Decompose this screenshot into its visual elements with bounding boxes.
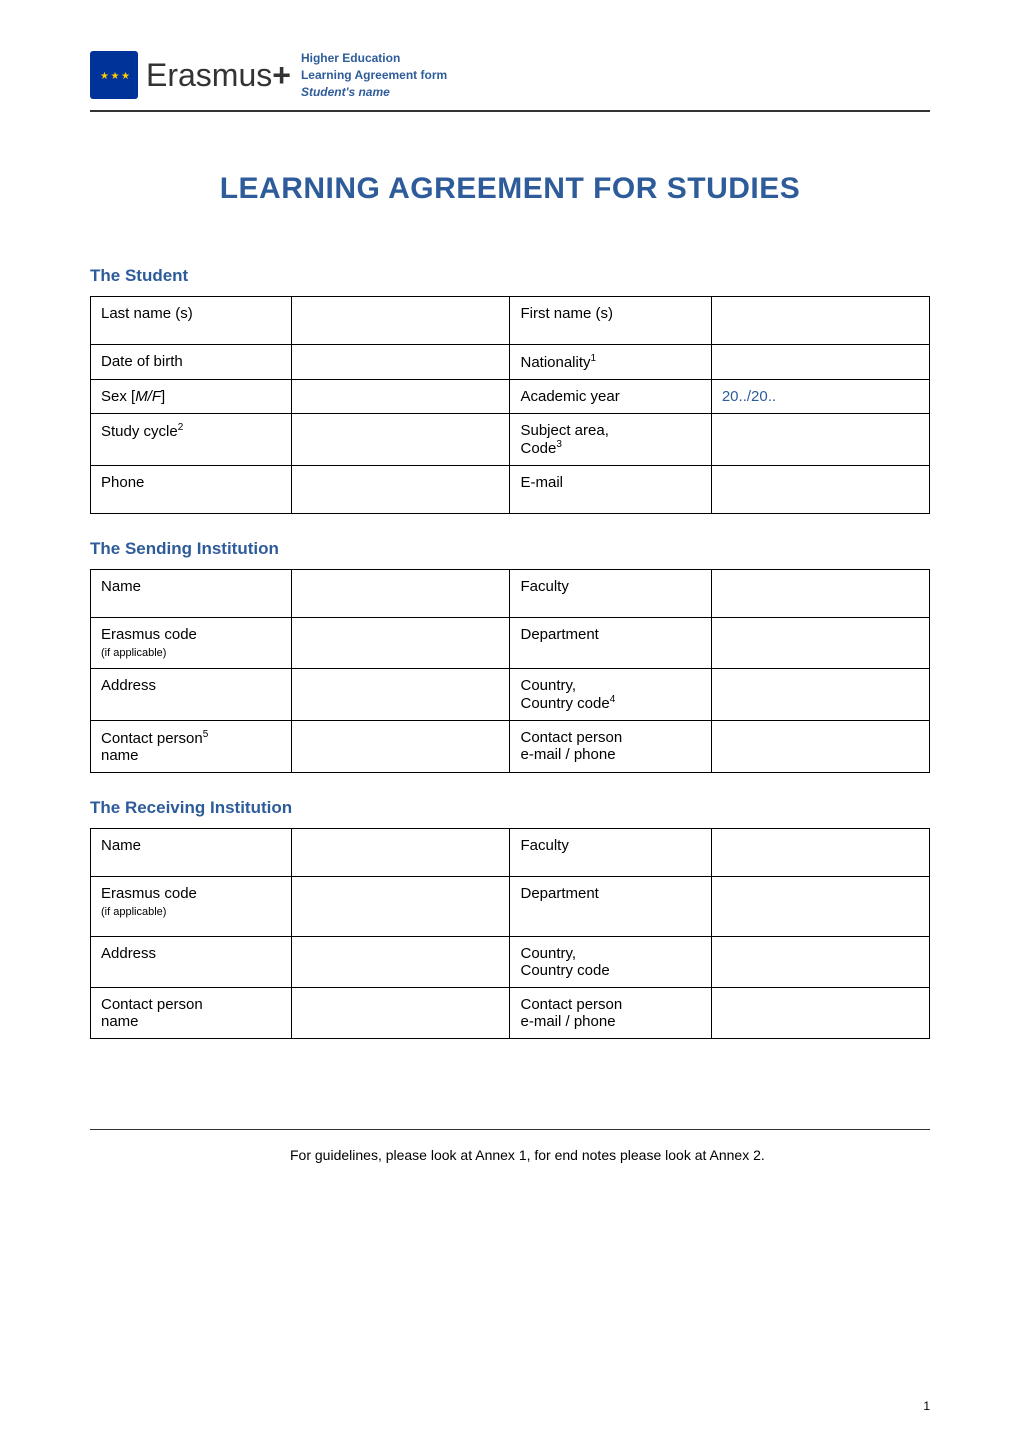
cell-value[interactable]	[292, 297, 510, 345]
cell-value[interactable]	[711, 669, 929, 721]
page-title: LEARNING AGREEMENT FOR STUDIES	[90, 172, 930, 206]
cell-value[interactable]	[292, 721, 510, 773]
cell-label: Erasmus code(if applicable)	[91, 877, 292, 937]
table-row: Erasmus code(if applicable) Department	[91, 618, 930, 669]
cell-value[interactable]	[711, 297, 929, 345]
document-header: ⋆⋆⋆ Erasmus+ Higher Education Learning A…	[90, 50, 930, 100]
cell-label: Contact person5name	[91, 721, 292, 773]
cell-value[interactable]	[292, 669, 510, 721]
header-meta-line2: Learning Agreement form	[301, 67, 447, 84]
cell-value[interactable]	[292, 466, 510, 514]
header-meta: Higher Education Learning Agreement form…	[301, 50, 447, 100]
cell-label: Country,Country code4	[510, 669, 711, 721]
cell-label: Contact persone-mail / phone	[510, 988, 711, 1039]
cell-value[interactable]	[292, 829, 510, 877]
section-title-student: The Student	[90, 266, 930, 286]
cell-value[interactable]	[711, 345, 929, 380]
table-row: Contact personname Contact persone-mail …	[91, 988, 930, 1039]
cell-label: Faculty	[510, 829, 711, 877]
sending-table: Name Faculty Erasmus code(if applicable)…	[90, 569, 930, 773]
cell-label: Department	[510, 877, 711, 937]
section-title-sending: The Sending Institution	[90, 539, 930, 559]
cell-label: Academic year	[510, 380, 711, 414]
cell-value[interactable]	[292, 380, 510, 414]
cell-label: Department	[510, 618, 711, 669]
eu-stars-icon: ⋆⋆⋆	[98, 63, 130, 88]
cell-value[interactable]: 20../20..	[711, 380, 929, 414]
cell-value[interactable]	[292, 877, 510, 937]
table-row: Study cycle2 Subject area,Code3	[91, 414, 930, 466]
cell-value[interactable]	[711, 829, 929, 877]
cell-value[interactable]	[292, 988, 510, 1039]
cell-label: Address	[91, 669, 292, 721]
cell-label: Contact personname	[91, 988, 292, 1039]
cell-label: Phone	[91, 466, 292, 514]
erasmus-logo: ⋆⋆⋆ Erasmus+	[90, 51, 291, 99]
footnote: For guidelines, please look at Annex 1, …	[290, 1145, 930, 1166]
cell-label: Name	[91, 829, 292, 877]
table-row: Date of birth Nationality1	[91, 345, 930, 380]
cell-label: Contact persone-mail / phone	[510, 721, 711, 773]
table-row: Name Faculty	[91, 829, 930, 877]
table-row: Address Country,Country code4	[91, 669, 930, 721]
cell-label: Country,Country code	[510, 937, 711, 988]
cell-label: Nationality1	[510, 345, 711, 380]
cell-label: Last name (s)	[91, 297, 292, 345]
table-row: Last name (s) First name (s)	[91, 297, 930, 345]
page-number: 1	[923, 1399, 930, 1413]
cell-label: First name (s)	[510, 297, 711, 345]
cell-value[interactable]	[292, 618, 510, 669]
cell-label: Subject area,Code3	[510, 414, 711, 466]
footer-divider	[90, 1129, 930, 1130]
cell-label: Study cycle2	[91, 414, 292, 466]
cell-value[interactable]	[292, 414, 510, 466]
student-table: Last name (s) First name (s) Date of bir…	[90, 296, 930, 514]
table-row: Name Faculty	[91, 570, 930, 618]
table-row: Erasmus code(if applicable) Department	[91, 877, 930, 937]
brand-name: Erasmus+	[146, 57, 291, 94]
header-meta-line1: Higher Education	[301, 50, 447, 67]
cell-value[interactable]	[711, 570, 929, 618]
cell-value[interactable]	[711, 414, 929, 466]
cell-value[interactable]	[711, 466, 929, 514]
table-row: Address Country,Country code	[91, 937, 930, 988]
cell-value[interactable]	[711, 877, 929, 937]
cell-value[interactable]	[711, 721, 929, 773]
cell-label: Name	[91, 570, 292, 618]
cell-label: Erasmus code(if applicable)	[91, 618, 292, 669]
cell-value[interactable]	[711, 937, 929, 988]
cell-label: Faculty	[510, 570, 711, 618]
cell-label: E-mail	[510, 466, 711, 514]
cell-value[interactable]	[292, 937, 510, 988]
receiving-table: Name Faculty Erasmus code(if applicable)…	[90, 828, 930, 1039]
cell-value[interactable]	[711, 988, 929, 1039]
cell-value[interactable]	[292, 345, 510, 380]
eu-flag-icon: ⋆⋆⋆	[90, 51, 138, 99]
header-meta-line3: Student's name	[301, 84, 447, 101]
cell-label: Sex [M/F]	[91, 380, 292, 414]
cell-value[interactable]	[711, 618, 929, 669]
table-row: Sex [M/F] Academic year 20../20..	[91, 380, 930, 414]
cell-label: Date of birth	[91, 345, 292, 380]
table-row: Phone E-mail	[91, 466, 930, 514]
table-row: Contact person5name Contact persone-mail…	[91, 721, 930, 773]
cell-label: Address	[91, 937, 292, 988]
section-title-receiving: The Receiving Institution	[90, 798, 930, 818]
cell-value[interactable]	[292, 570, 510, 618]
header-divider	[90, 110, 930, 112]
